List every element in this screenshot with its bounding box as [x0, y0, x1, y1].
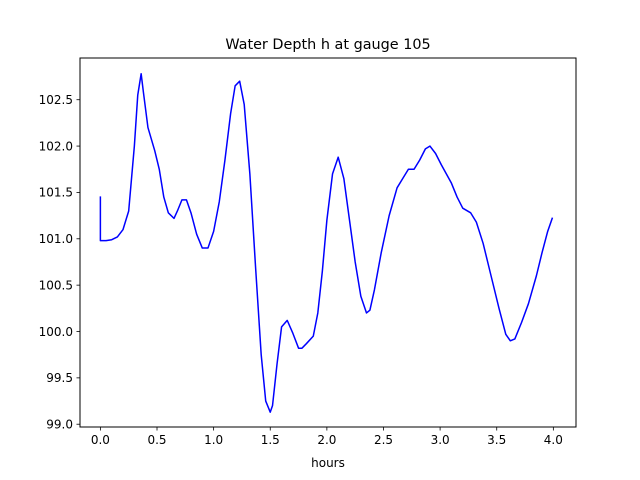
- y-tick-label: 101.5: [39, 186, 73, 200]
- x-tick-label: 1.0: [204, 433, 223, 447]
- y-axis: 99.0 99.5 100.0 100.5 101.0 101.5 102.0 102.5: [39, 93, 80, 432]
- x-axis-label: hours: [311, 456, 345, 470]
- y-tick-label: 100.5: [39, 278, 73, 292]
- y-tick-label: 99.5: [46, 371, 73, 385]
- y-tick-label: 99.0: [46, 418, 73, 432]
- x-tick-label: 0.5: [147, 433, 166, 447]
- y-tick-label: 100.0: [39, 325, 73, 339]
- series-line-0: [99, 73, 554, 413]
- y-tick-label: 102.0: [39, 139, 73, 153]
- x-tick-label: 3.5: [487, 433, 506, 447]
- chart-title: Water Depth h at gauge 105: [225, 37, 430, 53]
- x-tick-label: 3.0: [431, 433, 450, 447]
- x-axis: 0.0 0.5 1.0 1.5 2.0 2.5 3.0 3.5 4.0: [91, 427, 563, 447]
- y-tick-label: 101.0: [39, 232, 73, 246]
- x-tick-label: 2.5: [374, 433, 393, 447]
- axes-frame: [79, 57, 577, 428]
- plot-area: [99, 73, 554, 413]
- y-tick-label: 102.5: [39, 93, 73, 107]
- x-tick-label: 4.0: [544, 433, 563, 447]
- x-tick-label: 0.0: [91, 433, 110, 447]
- x-tick-label: 1.5: [261, 433, 280, 447]
- x-tick-label: 2.0: [317, 433, 336, 447]
